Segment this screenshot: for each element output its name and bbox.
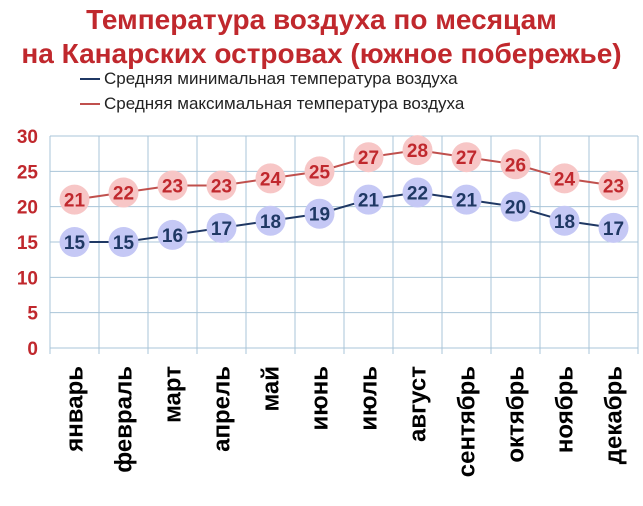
data-point (353, 142, 384, 173)
data-point (402, 177, 433, 208)
data-label: 17 (211, 219, 232, 240)
data-point (255, 163, 286, 194)
data-point (451, 142, 482, 173)
legend-entry-min: Средняя минимальная температура воздуха (80, 68, 458, 90)
data-label: 22 (407, 184, 428, 205)
y-tick-label: 5 (27, 304, 38, 325)
data-point (549, 205, 580, 236)
x-tick-label: ноябрь (552, 366, 579, 453)
data-label: 25 (309, 162, 331, 183)
y-tick-label: 25 (17, 162, 39, 183)
data-point (598, 212, 629, 243)
y-tick-label: 15 (17, 233, 39, 254)
data-label: 19 (309, 205, 330, 226)
data-label: 24 (260, 169, 282, 190)
data-label: 18 (260, 212, 281, 233)
data-point (500, 149, 531, 180)
chart-title-line-2: на Канарских островах (южное побережье) (21, 38, 622, 69)
x-tick-label: май (258, 366, 285, 412)
legend-label-min: Средняя минимальная температура воздуха (104, 69, 458, 88)
data-point (549, 163, 580, 194)
y-tick-label: 10 (17, 268, 38, 289)
data-label: 22 (113, 184, 134, 205)
data-label: 28 (407, 141, 428, 162)
data-label: 15 (64, 233, 86, 254)
data-label: 23 (603, 176, 624, 197)
data-label: 15 (113, 233, 135, 254)
data-label: 18 (554, 212, 575, 233)
data-label: 20 (505, 198, 526, 219)
data-point (206, 212, 237, 243)
data-label: 21 (358, 191, 380, 212)
data-label: 23 (211, 176, 232, 197)
data-point (402, 135, 433, 166)
x-tick-label: июль (356, 366, 383, 431)
data-label: 24 (554, 169, 576, 190)
data-label: 21 (64, 191, 86, 212)
x-tick-label: июнь (307, 366, 334, 431)
data-point (304, 156, 335, 187)
data-label: 21 (456, 191, 478, 212)
x-tick-label: август (405, 366, 432, 442)
y-tick-label: 0 (27, 339, 38, 360)
data-label: 16 (162, 226, 183, 247)
data-point (353, 184, 384, 215)
data-label: 27 (358, 148, 379, 169)
data-label: 23 (162, 176, 183, 197)
data-label: 27 (456, 148, 477, 169)
x-tick-label: октябрь (503, 366, 530, 463)
legend-entry-max: Средняя максимальная температура воздуха (80, 93, 464, 115)
data-point (157, 219, 188, 250)
y-tick-label: 30 (17, 127, 38, 148)
data-point (255, 205, 286, 236)
x-tick-label: апрель (209, 366, 236, 452)
data-point (598, 170, 629, 201)
data-label: 17 (603, 219, 624, 240)
data-point (304, 198, 335, 229)
data-point (59, 227, 90, 257)
x-tick-label: январь (62, 366, 89, 453)
legend-label-max: Средняя максимальная температура воздуха (104, 94, 465, 113)
x-tick-label: февраль (111, 366, 138, 473)
data-point (108, 177, 139, 208)
chart-title-line-1: Температура воздуха по месяцам (86, 4, 557, 35)
data-point (500, 191, 531, 222)
data-point (206, 170, 237, 201)
legend-swatch-min (80, 78, 100, 80)
x-tick-label: март (160, 366, 187, 423)
data-point (108, 227, 139, 257)
data-point (59, 184, 90, 215)
y-tick-label: 20 (17, 198, 38, 219)
legend-swatch-max (80, 103, 100, 105)
x-tick-label: декабрь (601, 366, 628, 464)
data-point (451, 184, 482, 215)
x-tick-label: сентябрь (454, 366, 481, 477)
data-point (157, 170, 188, 201)
data-label: 26 (505, 155, 526, 176)
